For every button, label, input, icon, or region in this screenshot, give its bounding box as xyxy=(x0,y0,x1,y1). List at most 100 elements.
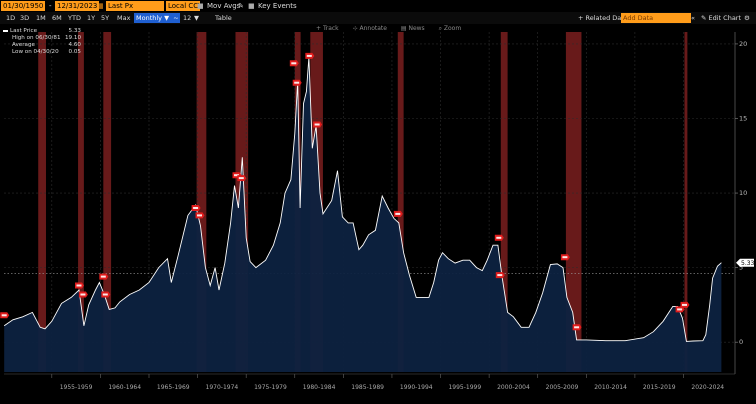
legend-low: Low on 04/30/20 0.05 xyxy=(12,49,81,55)
period-ytd[interactable]: YTD xyxy=(68,14,81,22)
event-marker[interactable] xyxy=(494,234,504,241)
event-marker[interactable] xyxy=(101,291,111,298)
compare-icon[interactable]: ~ xyxy=(172,13,180,23)
event-marker[interactable] xyxy=(305,52,315,59)
event-markers[interactable] xyxy=(0,52,690,331)
x-tick-label: 1965-1969 xyxy=(157,384,190,391)
period-1y[interactable]: 1Y xyxy=(87,14,96,22)
frequency-label: Monthly xyxy=(136,14,163,22)
recession-band xyxy=(500,32,508,372)
event-marker[interactable] xyxy=(393,210,403,217)
event-marker-glyph xyxy=(102,293,108,296)
end-date-field[interactable]: 12/31/2023 xyxy=(55,1,100,11)
calendar-icon[interactable]: ▦ xyxy=(97,2,104,10)
start-date-field[interactable]: 01/30/1950 xyxy=(1,1,46,11)
x-tick-label: 1970-1974 xyxy=(206,384,239,391)
event-marker[interactable] xyxy=(78,291,88,298)
recession-band xyxy=(38,32,46,372)
event-marker[interactable] xyxy=(560,254,570,261)
compare-field[interactable]: 12 xyxy=(183,14,192,22)
pencil-icon[interactable]: ✎ xyxy=(238,2,244,10)
event-marker-glyph xyxy=(496,236,502,239)
toolbar-secondary: 1D 3D 1M 6M YTD 1Y 5Y Max Monthly ▼ ~ 12… xyxy=(0,12,756,24)
event-marker[interactable] xyxy=(572,324,582,331)
x-tick-label: 2000-2004 xyxy=(497,384,530,391)
event-marker-glyph xyxy=(306,54,312,57)
event-marker[interactable] xyxy=(191,205,201,211)
edit-chart-button[interactable]: ✎ Edit Chart xyxy=(701,14,742,22)
x-tick-label: 1985-1989 xyxy=(351,384,384,391)
event-marker-glyph xyxy=(193,207,199,209)
event-marker-glyph xyxy=(395,212,401,215)
event-marker[interactable] xyxy=(313,121,323,128)
event-marker[interactable] xyxy=(495,272,505,279)
event-marker[interactable] xyxy=(75,282,84,289)
legend-last-price[interactable]: Last Price 5.33 xyxy=(3,28,81,35)
currency-select[interactable]: Local CCY xyxy=(166,1,203,11)
y-tick-label: 20 xyxy=(739,40,747,48)
event-marker-glyph xyxy=(677,308,683,311)
event-marker-glyph xyxy=(238,177,244,180)
legend-high: High on 06/30/81 19.10 xyxy=(12,35,81,41)
period-5y[interactable]: 5Y xyxy=(101,14,110,22)
table-button[interactable]: Table xyxy=(215,14,232,22)
recession-band xyxy=(565,32,582,372)
x-tick-label: 1955-1959 xyxy=(60,384,93,391)
event-marker-glyph xyxy=(197,214,202,217)
period-6m[interactable]: 6M xyxy=(52,14,62,22)
toolbar-primary: 01/30/1950 - 12/31/2023 ▦ Last Px Local … xyxy=(0,0,756,12)
x-tick-label: 1990-1994 xyxy=(400,384,433,391)
chart-panel[interactable]: 0 5 10 15 20 1955-1959 1960-1964 1965-1969 1970-… xyxy=(0,24,756,400)
field-select[interactable]: Last Px xyxy=(106,1,164,11)
price-chart[interactable]: 0 5 10 15 20 1955-1959 1960-1964 1965-1969 1970-… xyxy=(0,24,756,400)
event-marker[interactable] xyxy=(680,301,690,308)
event-marker[interactable] xyxy=(99,273,109,280)
legend-swatch xyxy=(3,30,8,32)
settings-icon[interactable]: ⚙ xyxy=(744,14,750,22)
event-marker-glyph xyxy=(314,123,320,126)
x-tick-label: 2015-2019 xyxy=(643,384,676,391)
chart-axes: 0 5 10 15 20 1955-1959 1960-1964 1965-1969 1970-… xyxy=(4,32,755,391)
x-tick-label: 1995-1999 xyxy=(448,384,481,391)
recession-band xyxy=(684,32,688,372)
event-marker-glyph xyxy=(682,303,687,306)
checkbox-key-events[interactable]: ■ xyxy=(248,2,255,10)
event-marker[interactable] xyxy=(195,212,205,219)
key-events-label[interactable]: Key Events xyxy=(258,2,297,10)
event-marker[interactable] xyxy=(237,175,247,182)
event-marker[interactable] xyxy=(292,79,302,86)
frequency-select[interactable]: Monthly ▼ xyxy=(134,13,172,23)
series-area xyxy=(4,57,722,373)
event-marker-glyph xyxy=(76,284,82,287)
track-tool[interactable]: + Track xyxy=(316,25,339,32)
period-3d[interactable]: 3D xyxy=(20,14,30,22)
event-marker[interactable] xyxy=(0,312,10,319)
related-data-button[interactable]: + Related Dat xyxy=(578,14,624,22)
zoom-tool[interactable]: ⌕ Zoom xyxy=(438,25,462,32)
event-marker-glyph xyxy=(80,293,86,296)
y-tick-label: 15 xyxy=(739,114,747,122)
period-1d[interactable]: 1D xyxy=(6,14,16,22)
period-max[interactable]: Max xyxy=(117,14,131,22)
chevron-double-left-icon[interactable]: « xyxy=(691,14,695,22)
annotate-tool[interactable]: ⊹ Annotate xyxy=(352,25,387,32)
chart-overlay-tools: + Track ⊹ Annotate ▤ News ⌕ Zoom xyxy=(316,25,473,33)
event-marker-glyph xyxy=(574,326,580,329)
date-range-dash: - xyxy=(49,2,52,10)
news-tool[interactable]: ▤ News xyxy=(400,25,425,32)
last-value-badge-bg xyxy=(736,258,754,267)
add-data-input[interactable]: Add Data xyxy=(621,13,691,23)
legend-average: Average 4.60 xyxy=(12,42,81,48)
last-value-badge: 5.33 xyxy=(736,258,755,267)
chevron-down-icon[interactable]: ▼ xyxy=(194,14,199,22)
period-1m[interactable]: 1M xyxy=(36,14,46,22)
y-tick-label: 0 xyxy=(739,338,743,346)
event-marker-glyph xyxy=(562,256,568,259)
event-marker[interactable] xyxy=(289,60,299,67)
event-marker-glyph xyxy=(100,275,106,278)
event-marker-glyph xyxy=(497,274,503,277)
recession-band xyxy=(78,32,84,372)
checkbox-mov-avgs[interactable]: ■ xyxy=(197,2,204,10)
x-tick-label: 1980-1984 xyxy=(303,384,336,391)
mov-avgs-label[interactable]: Mov Avgs xyxy=(207,2,241,10)
